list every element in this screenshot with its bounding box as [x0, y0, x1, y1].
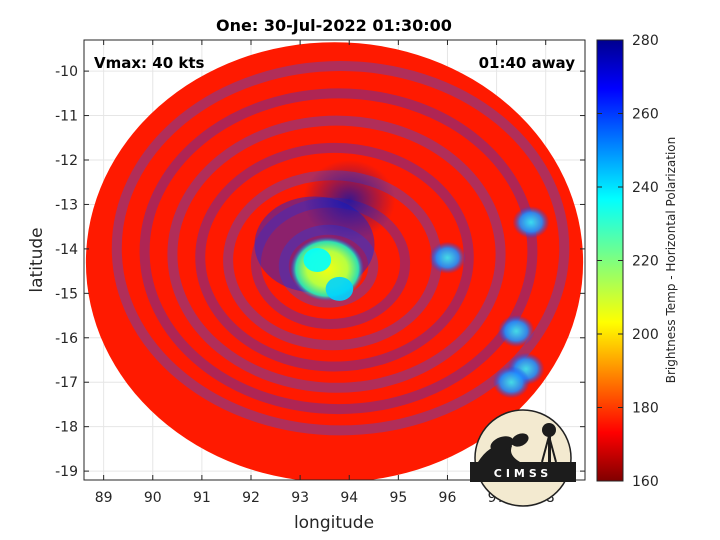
- colorbar-tick-label: 200: [632, 327, 659, 343]
- x-tick-label: 96: [439, 490, 457, 506]
- eye-core-1: [303, 248, 332, 272]
- x-axis-label: longitude: [294, 513, 374, 533]
- spiral-band: [167, 115, 506, 393]
- swath-layer: [85, 42, 584, 480]
- y-tick-label: -12: [55, 153, 78, 169]
- y-tick-label: -17: [55, 375, 78, 391]
- colorbar-ticks: 160 180 200 220 240 260 280: [597, 33, 659, 490]
- y-tick-label: -19: [55, 464, 78, 480]
- y-axis-label: latitude: [27, 227, 47, 292]
- x-tick-label: 90: [144, 490, 162, 506]
- x-tick-label: 95: [389, 490, 407, 506]
- x-tick-label: 93: [291, 490, 309, 506]
- y-tick-label: -15: [55, 286, 78, 302]
- eye-core-2: [325, 276, 354, 301]
- colorbar-tick-label: 160: [632, 474, 659, 490]
- colorbar-tick-label: 240: [632, 180, 659, 196]
- y-tick-label: -13: [55, 197, 78, 213]
- y-tick-label: -16: [55, 331, 78, 347]
- rainband-east-2: [512, 206, 550, 239]
- rainband-east-5: [492, 366, 530, 399]
- chart-title: One: 30-Jul-2022 01:30:00: [216, 16, 452, 35]
- colorbar-tick-label: 180: [632, 401, 659, 417]
- y-tick-label: -14: [55, 242, 78, 258]
- plot-frame: [83, 39, 586, 481]
- spiral-band: [111, 61, 570, 436]
- spiral-band: [139, 88, 538, 415]
- colorbar-label: Brightness Temp - Horizontal Polarizatio…: [664, 137, 678, 384]
- cold-cloud-north: [303, 160, 396, 240]
- y-tick-label: -18: [55, 420, 78, 436]
- colorbar: 160 180 200 220 240 260 280 Brightness Temp - …: [596, 33, 678, 490]
- colorbar-tick-label: 280: [632, 33, 659, 49]
- logo-text: CIMSS: [494, 467, 552, 480]
- y-tick-label: -11: [55, 109, 78, 125]
- y-tick-label: -10: [55, 64, 78, 80]
- spiral-band: [195, 142, 474, 372]
- x-tick-label: 89: [95, 490, 113, 506]
- rainband-east-1: [429, 241, 466, 274]
- colorbar-tick-label: 260: [632, 107, 659, 123]
- x-tick-label: 92: [242, 490, 260, 506]
- x-tick-label: 94: [340, 490, 358, 506]
- time-away-annotation: 01:40 away: [479, 54, 576, 72]
- colorbar-tick-label: 220: [632, 254, 659, 270]
- x-tick-label: 91: [193, 490, 211, 506]
- rainband-east-3: [497, 315, 535, 348]
- cimss-logo: CIMSS: [470, 409, 576, 507]
- vmax-annotation: Vmax: 40 kts: [94, 54, 204, 72]
